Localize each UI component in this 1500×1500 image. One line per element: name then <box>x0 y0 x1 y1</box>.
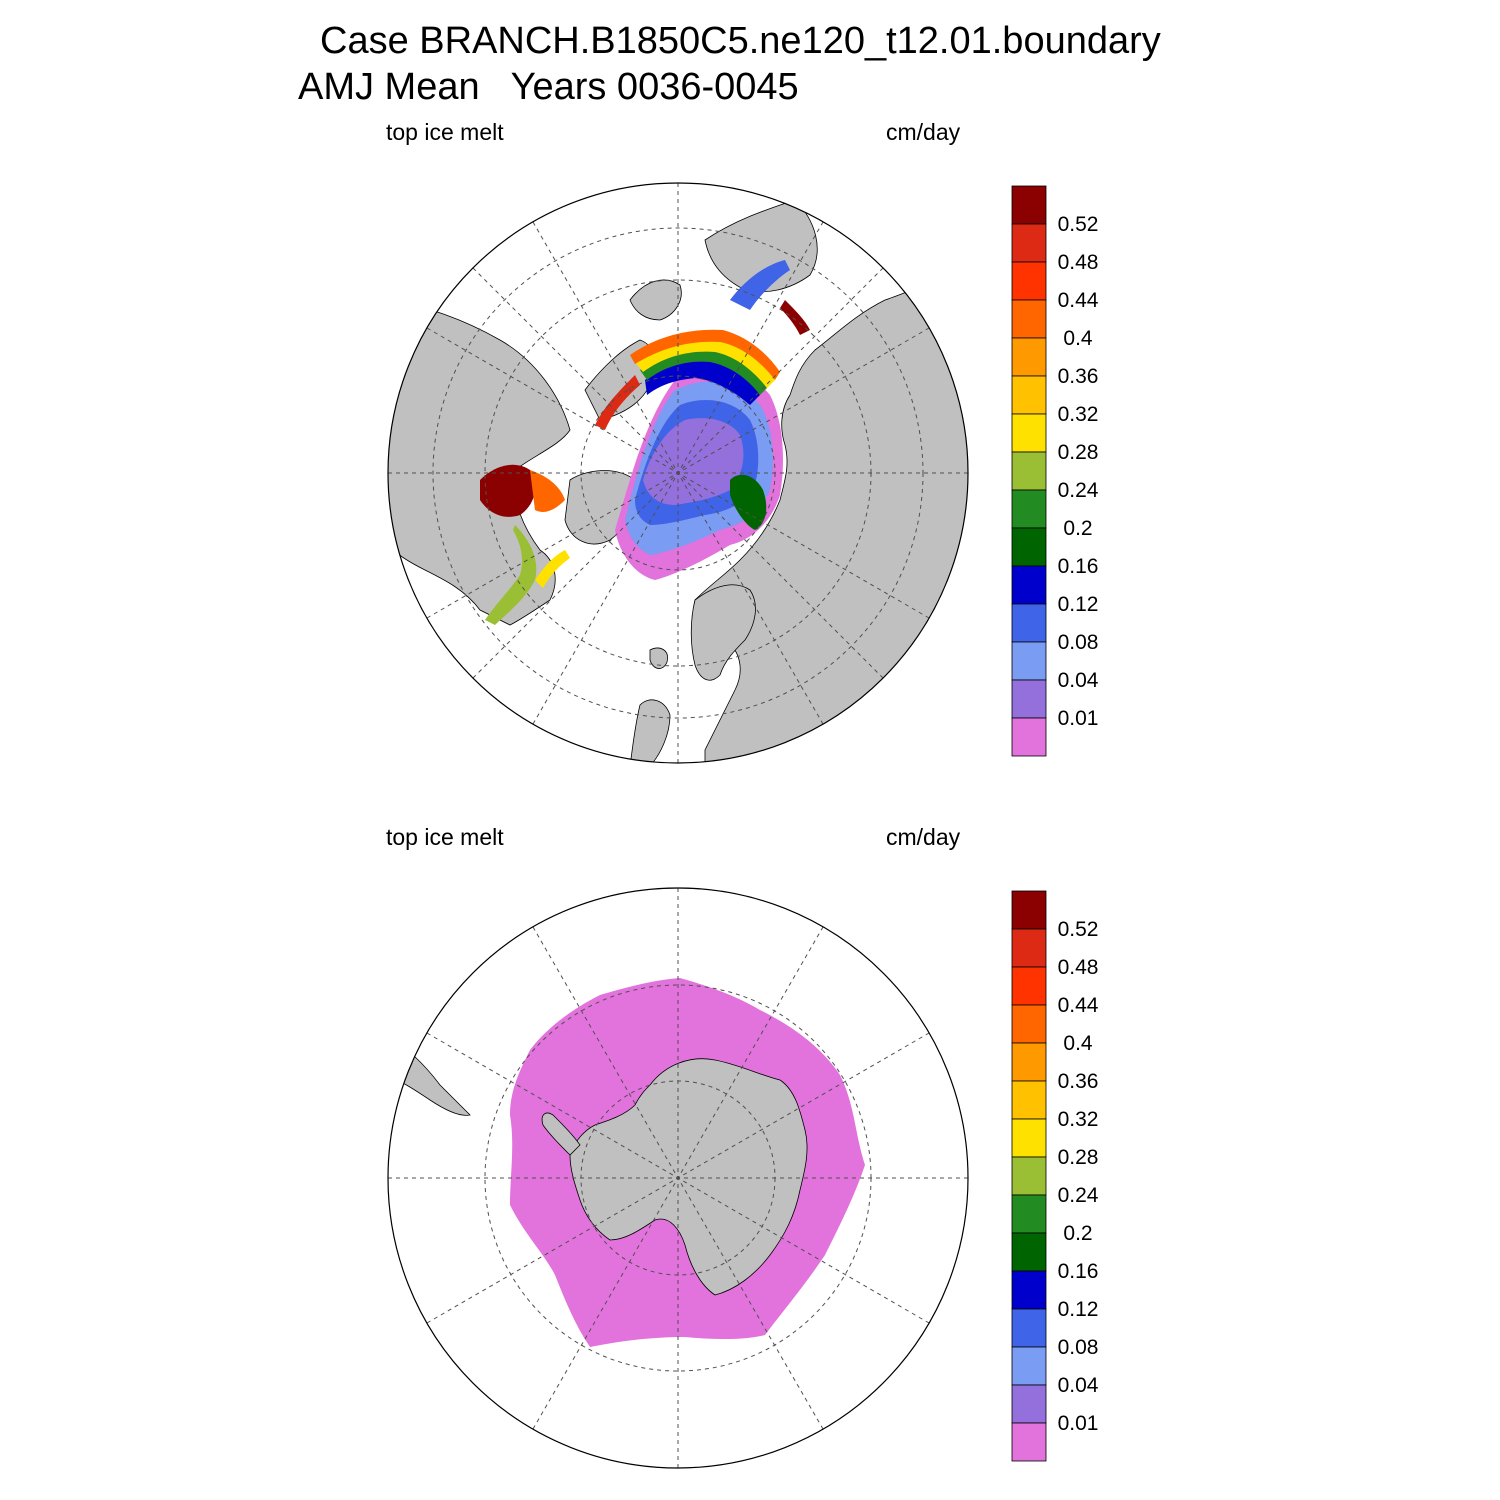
colorbar-swatch <box>1011 1384 1047 1424</box>
colorbar-swatch <box>1011 337 1047 377</box>
south-map-border <box>387 887 969 1469</box>
colorbar-swatch <box>1011 1270 1047 1310</box>
colorbar-swatch <box>1011 1422 1047 1462</box>
colorbar-swatch <box>1011 261 1047 301</box>
figure-title: Case BRANCH.B1850C5.ne120_t12.01.boundar… <box>320 20 1161 62</box>
colorbar-tick-label: 0.08 <box>1058 631 1099 654</box>
colorbar-swatch <box>1011 603 1047 643</box>
colorbar-swatch <box>1011 223 1047 263</box>
north-units-label: cm/day <box>886 119 961 145</box>
colorbar-swatch <box>1011 1232 1047 1272</box>
colorbar-tick-label: 0.36 <box>1058 365 1099 388</box>
colorbar-tick-label: 0.04 <box>1058 1374 1099 1397</box>
colorbar-swatch <box>1011 1042 1047 1082</box>
colorbar-swatch <box>1011 565 1047 605</box>
north-colorbar: 0.52 0.48 0.44 0.4 0.36 0.32 0.28 0.24 0.2 0.16 0.… <box>1011 185 1099 757</box>
colorbar-tick-label: 0.24 <box>1058 479 1099 502</box>
colorbar-tick-label: 0.32 <box>1058 403 1099 426</box>
colorbar-tick-label: 0.44 <box>1058 994 1099 1017</box>
colorbar-tick-label: 0.12 <box>1058 593 1099 616</box>
colorbar-tick-label: 0.01 <box>1058 707 1099 730</box>
colorbar-tick-label: 0.24 <box>1058 1184 1099 1207</box>
north-polar-map <box>387 182 969 764</box>
colorbar-swatch <box>1011 1080 1047 1120</box>
colorbar-swatch <box>1011 1004 1047 1044</box>
colorbar-swatch <box>1011 489 1047 529</box>
colorbar-tick-label: 0.44 <box>1058 289 1099 312</box>
colorbar-tick-label: 0.12 <box>1058 1298 1099 1321</box>
colorbar-swatch <box>1011 375 1047 415</box>
colorbar-swatch <box>1011 299 1047 339</box>
figure-subtitle: AMJ Mean Years 0036-0045 <box>298 66 799 108</box>
colorbar-tick-label: 0.32 <box>1058 1108 1099 1131</box>
colorbar-tick-label: 0.4 <box>1063 1032 1093 1055</box>
colorbar-swatch <box>1011 413 1047 453</box>
colorbar-swatch <box>1011 890 1047 930</box>
colorbar-swatch <box>1011 1118 1047 1158</box>
colorbar-tick-label: 0.08 <box>1058 1336 1099 1359</box>
colorbar-swatch <box>1011 928 1047 968</box>
colorbar-tick-label: 0.16 <box>1058 1260 1099 1283</box>
north-map-border <box>387 182 969 764</box>
colorbar-swatch <box>1011 185 1047 225</box>
colorbar-tick-label: 0.4 <box>1063 327 1093 350</box>
colorbar-swatch <box>1011 1156 1047 1196</box>
north-graticule <box>388 183 968 763</box>
south-units-label: cm/day <box>886 824 961 850</box>
colorbar-tick-label: 0.04 <box>1058 669 1099 692</box>
colorbar-tick-label: 0.48 <box>1058 956 1099 979</box>
north-variable-label: top ice melt <box>386 119 504 145</box>
colorbar-swatch <box>1011 966 1047 1006</box>
colorbar-tick-label: 0.52 <box>1058 213 1099 236</box>
colorbar-swatch <box>1011 527 1047 567</box>
south-land <box>569 1058 808 1296</box>
colorbar-tick-label: 0.28 <box>1058 441 1099 464</box>
colorbar-tick-label: 0.52 <box>1058 918 1099 941</box>
colorbar-tick-label: 0.28 <box>1058 1146 1099 1169</box>
colorbar-tick-label: 0.16 <box>1058 555 1099 578</box>
colorbar-swatch <box>1011 641 1047 681</box>
colorbar-tick-label: 0.01 <box>1058 1412 1099 1435</box>
colorbar-tick-label: 0.2 <box>1063 517 1092 540</box>
colorbar-swatch <box>1011 1194 1047 1234</box>
colorbar-swatch <box>1011 451 1047 491</box>
south-colorbar: 0.52 0.48 0.44 0.4 0.36 0.32 0.28 0.24 0.2 0.16 0.… <box>1011 890 1099 1462</box>
colorbar-swatch <box>1011 1346 1047 1386</box>
south-polar-map <box>387 887 969 1469</box>
colorbar-swatch <box>1011 1308 1047 1348</box>
colorbar-swatch <box>1011 679 1047 719</box>
colorbar-tick-label: 0.36 <box>1058 1070 1099 1093</box>
colorbar-swatch <box>1011 717 1047 757</box>
colorbar-tick-label: 0.48 <box>1058 251 1099 274</box>
south-variable-label: top ice melt <box>386 824 504 850</box>
colorbar-tick-label: 0.2 <box>1063 1222 1092 1245</box>
